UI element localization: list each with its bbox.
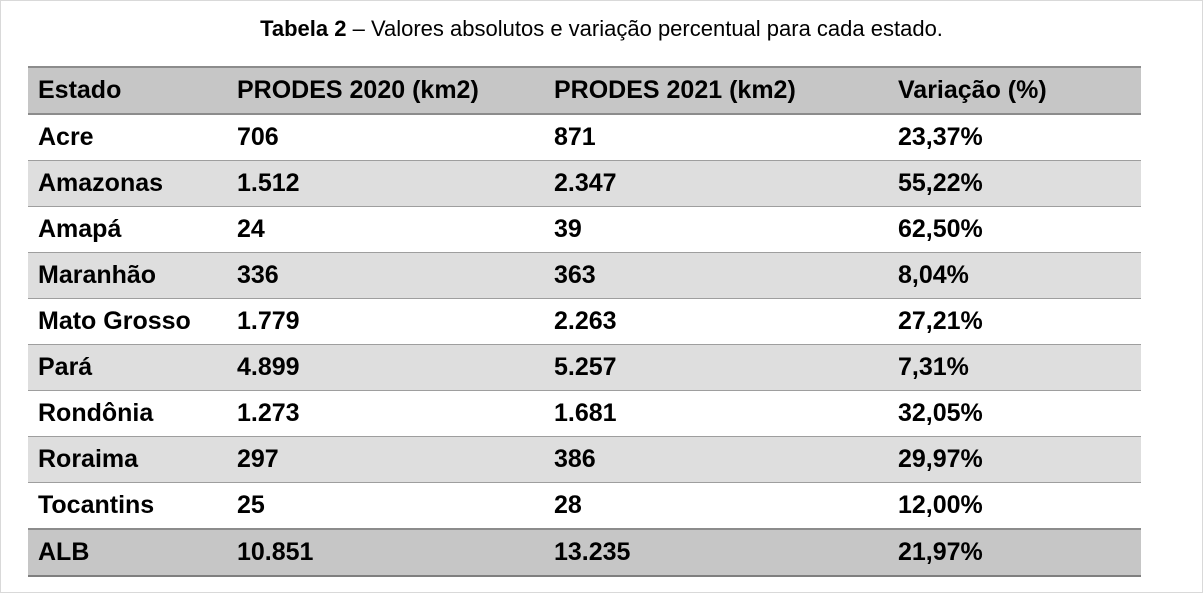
cell-prodes-2020: 24 (227, 206, 544, 253)
header-variacao: Variação (%) (888, 66, 1141, 115)
total-variacao: 21,97% (888, 528, 1141, 577)
table-row: Rondônia 1.273 1.681 32,05% (28, 390, 1141, 437)
cell-prodes-2020: 1.273 (227, 390, 544, 437)
cell-estado: Roraima (28, 436, 227, 483)
cell-variacao: 29,97% (888, 436, 1141, 483)
total-row: ALB 10.851 13.235 21,97% (28, 528, 1141, 577)
caption-text: – Valores absolutos e variação percentua… (346, 16, 943, 41)
total-estado: ALB (28, 528, 227, 577)
cell-prodes-2021: 28 (544, 482, 888, 530)
total-prodes-2020: 10.851 (227, 528, 544, 577)
total-prodes-2021: 13.235 (544, 528, 888, 577)
cell-prodes-2020: 4.899 (227, 344, 544, 391)
cell-prodes-2021: 2.347 (544, 160, 888, 207)
cell-variacao: 27,21% (888, 298, 1141, 345)
cell-prodes-2021: 5.257 (544, 344, 888, 391)
data-table: Estado PRODES 2020 (km2) PRODES 2021 (km… (28, 66, 1141, 577)
cell-variacao: 12,00% (888, 482, 1141, 530)
cell-prodes-2021: 1.681 (544, 390, 888, 437)
cell-prodes-2020: 297 (227, 436, 544, 483)
cell-estado: Maranhão (28, 252, 227, 299)
table-row: Acre 706 871 23,37% (28, 113, 1141, 161)
cell-estado: Amazonas (28, 160, 227, 207)
cell-prodes-2020: 1.512 (227, 160, 544, 207)
cell-prodes-2020: 25 (227, 482, 544, 530)
header-prodes-2021: PRODES 2021 (km2) (544, 66, 888, 115)
table-row: Mato Grosso 1.779 2.263 27,21% (28, 298, 1141, 345)
cell-estado: Acre (28, 113, 227, 161)
cell-prodes-2021: 2.263 (544, 298, 888, 345)
cell-estado: Pará (28, 344, 227, 391)
cell-prodes-2021: 39 (544, 206, 888, 253)
cell-estado: Amapá (28, 206, 227, 253)
cell-variacao: 7,31% (888, 344, 1141, 391)
table-row: Tocantins 25 28 12,00% (28, 482, 1141, 530)
cell-estado: Tocantins (28, 482, 227, 530)
cell-prodes-2021: 871 (544, 113, 888, 161)
header-estado: Estado (28, 66, 227, 115)
header-row: Estado PRODES 2020 (km2) PRODES 2021 (km… (28, 66, 1141, 115)
cell-variacao: 23,37% (888, 113, 1141, 161)
table-caption: Tabela 2 – Valores absolutos e variação … (1, 13, 1202, 45)
cell-estado: Rondônia (28, 390, 227, 437)
cell-variacao: 62,50% (888, 206, 1141, 253)
table-row: Maranhão 336 363 8,04% (28, 252, 1141, 299)
cell-estado: Mato Grosso (28, 298, 227, 345)
cell-prodes-2021: 386 (544, 436, 888, 483)
cell-variacao: 8,04% (888, 252, 1141, 299)
header-prodes-2020: PRODES 2020 (km2) (227, 66, 544, 115)
cell-variacao: 32,05% (888, 390, 1141, 437)
caption-label: Tabela 2 (260, 16, 347, 41)
table-row: Amapá 24 39 62,50% (28, 206, 1141, 253)
cell-prodes-2020: 336 (227, 252, 544, 299)
table-row: Roraima 297 386 29,97% (28, 436, 1141, 483)
cell-prodes-2020: 706 (227, 113, 544, 161)
cell-prodes-2021: 363 (544, 252, 888, 299)
cell-prodes-2020: 1.779 (227, 298, 544, 345)
table-row: Pará 4.899 5.257 7,31% (28, 344, 1141, 391)
cell-variacao: 55,22% (888, 160, 1141, 207)
table-row: Amazonas 1.512 2.347 55,22% (28, 160, 1141, 207)
